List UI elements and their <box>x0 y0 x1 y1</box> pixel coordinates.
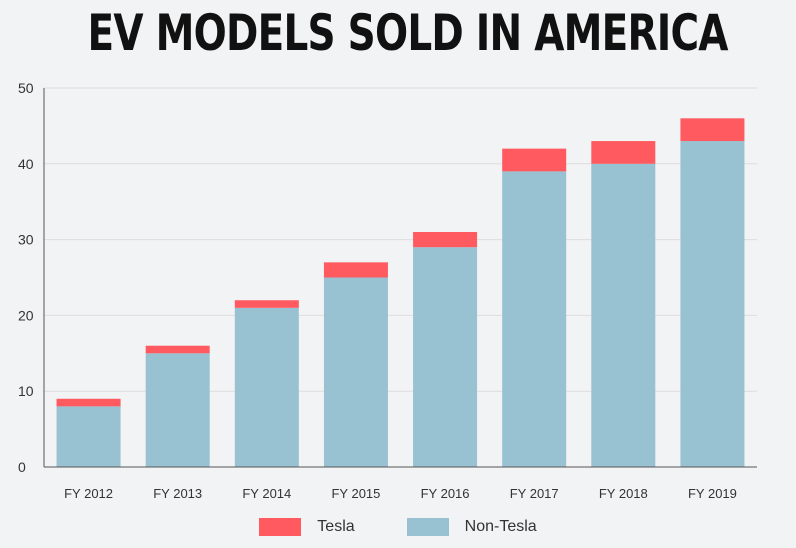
x-tick-label: FY 2013 <box>153 486 202 501</box>
x-tick-label: FY 2017 <box>510 486 559 501</box>
y-tick-label: 40 <box>18 156 34 172</box>
y-tick-label: 0 <box>18 459 26 475</box>
legend-label-non-tesla: Non-Tesla <box>464 518 537 535</box>
x-tick-label: FY 2012 <box>64 486 113 501</box>
bar-tesla[interactable] <box>680 118 745 142</box>
bar-tesla[interactable] <box>591 141 656 164</box>
y-tick-label: 30 <box>18 232 34 248</box>
chart-title: EV MODELS SOLD IN AMERICA <box>87 4 729 62</box>
bar-non-tesla[interactable] <box>680 141 745 467</box>
bar-tesla[interactable] <box>413 232 478 248</box>
bar-tesla[interactable] <box>234 300 299 308</box>
y-tick-label: 20 <box>18 307 34 323</box>
bar-tesla[interactable] <box>502 148 567 172</box>
x-tick-label: FY 2019 <box>688 486 737 501</box>
bar-non-tesla[interactable] <box>56 406 121 467</box>
legend-swatch-tesla <box>259 518 302 536</box>
y-tick-label: 10 <box>18 383 34 399</box>
bar-tesla[interactable] <box>323 262 388 278</box>
bar-non-tesla[interactable] <box>145 353 210 467</box>
x-tick-label: FY 2015 <box>331 486 380 501</box>
bar-non-tesla[interactable] <box>323 277 388 468</box>
legend-swatch-non-tesla <box>406 518 449 536</box>
legend: Tesla Non-Tesla <box>0 518 796 536</box>
x-tick-label: FY 2018 <box>599 486 648 501</box>
bar-tesla[interactable] <box>56 398 121 407</box>
x-tick-label: FY 2016 <box>421 486 470 501</box>
bar-tesla[interactable] <box>145 345 210 354</box>
x-tick-label: FY 2014 <box>242 486 291 501</box>
y-tick-label: 50 <box>18 80 34 96</box>
legend-label-tesla: Tesla <box>317 518 355 535</box>
bars <box>56 118 745 468</box>
bar-non-tesla[interactable] <box>413 247 478 467</box>
bar-non-tesla[interactable] <box>502 171 567 467</box>
legend-item-non-tesla[interactable]: Non-Tesla <box>406 518 537 536</box>
bar-non-tesla[interactable] <box>591 163 656 468</box>
axes: 0 10 20 30 40 50 FY 2012 FY 2013 FY 2014 FY 2015 F… <box>18 80 757 501</box>
legend-item-tesla[interactable]: Tesla <box>259 518 355 536</box>
bar-non-tesla[interactable] <box>234 307 299 467</box>
